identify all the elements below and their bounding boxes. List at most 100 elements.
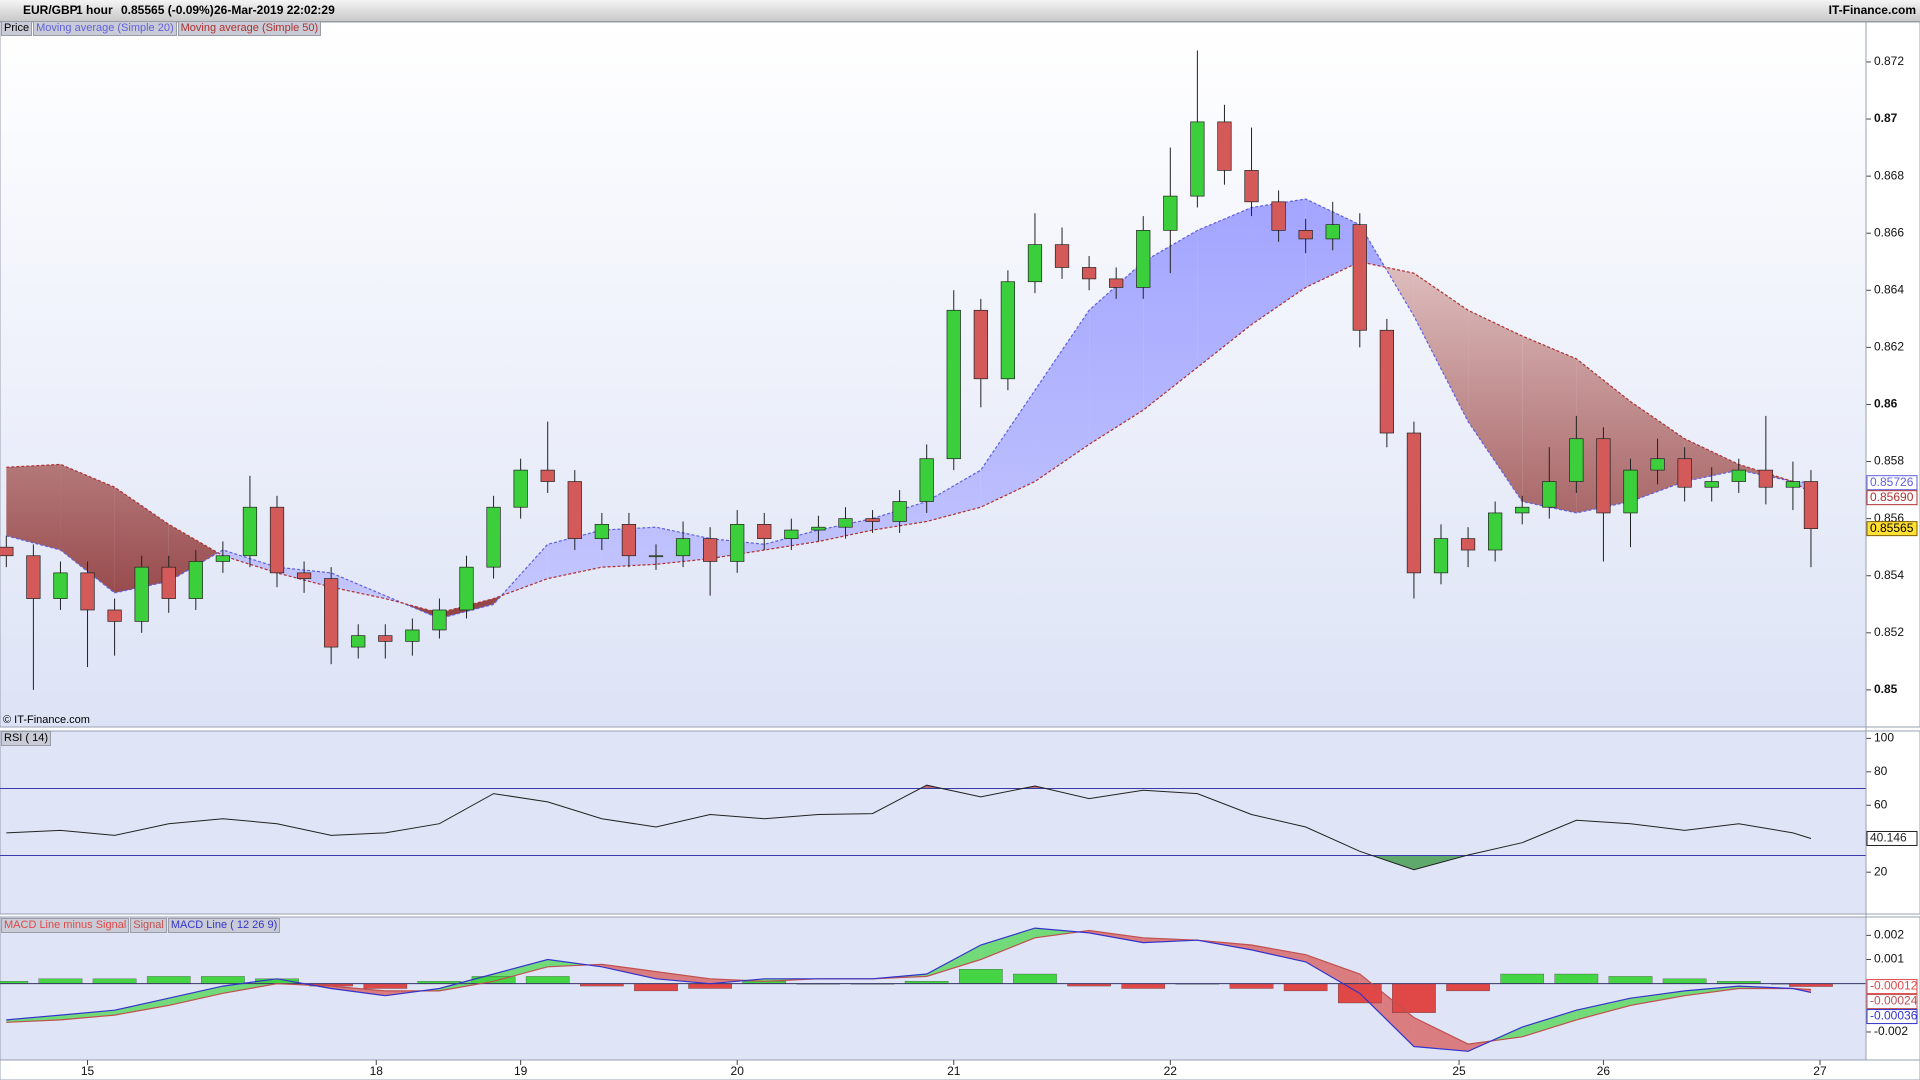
candle-body (1542, 481, 1557, 508)
y-tick-label: 0.858 (1874, 454, 1904, 468)
candle-body (0, 546, 14, 557)
x-tick-label: 25 (1452, 1064, 1466, 1078)
x-tick-label: 27 (1813, 1064, 1827, 1078)
value-box (1866, 490, 1918, 506)
band-fill (926, 470, 981, 522)
legend-entry[interactable]: MACD Line ( 12 26 9) (167, 918, 281, 933)
band-fill (1522, 335, 1577, 513)
candle-body (1406, 432, 1422, 574)
candle-body (1433, 538, 1449, 574)
candle-body (134, 566, 149, 622)
histogram-bar (1554, 973, 1599, 984)
histogram-bar (1662, 978, 1707, 984)
band-fill (1251, 198, 1306, 325)
candle-body (1054, 244, 1070, 268)
band-fill (114, 487, 169, 593)
candle-body (486, 506, 501, 568)
x-tick-label: 21 (947, 1064, 961, 1078)
histogram-bar (1446, 983, 1490, 992)
band-fill (493, 959, 548, 982)
rsi-legend: RSI ( 14) (1, 731, 52, 746)
candle-body (567, 481, 582, 539)
symbol: EUR/GBP (23, 3, 78, 17)
histogram-bar (634, 983, 678, 992)
histogram-bar (1392, 983, 1436, 1013)
y-tick-label: -0.002 (1874, 1024, 1908, 1038)
band-fill (331, 572, 386, 599)
histogram-bar (1500, 973, 1545, 984)
candle-body (919, 458, 934, 502)
value-label: 0.85690 (1870, 490, 1914, 504)
pane-background (0, 916, 1867, 1061)
site: IT-Finance.com (1828, 3, 1916, 17)
band-fill (1468, 310, 1523, 502)
value-label: 0.85726 (1870, 475, 1914, 489)
candle-body (1163, 195, 1178, 231)
band-fill (1684, 438, 1739, 482)
x-tick-label: 15 (81, 1064, 95, 1078)
band-fill (547, 530, 602, 579)
band-fill (1143, 230, 1198, 411)
macd-legend: MACD Line minus Signal Signal MACD Line … (1, 918, 281, 933)
y-tick-label: 0.002 (1874, 928, 1904, 942)
candle-body (1000, 281, 1016, 380)
x-tick-label: 19 (514, 1064, 528, 1078)
macd-line (6, 927, 1812, 1052)
candle-body (161, 566, 176, 599)
legend-entry[interactable]: MACD Line minus Signal (1, 918, 130, 933)
pane-background (0, 730, 1867, 915)
candle-body (188, 561, 203, 599)
candle-body (459, 566, 474, 611)
candle-body (1731, 469, 1746, 482)
candle-body (838, 518, 853, 528)
y-tick-label: 0.866 (1874, 225, 1904, 239)
band-fill (1413, 1017, 1469, 1052)
candle-body (1244, 170, 1259, 203)
candle-body (1190, 121, 1205, 197)
legend-entry[interactable]: Moving average (Simple 20) (33, 21, 177, 36)
value-label: 40.146 (1870, 831, 1907, 845)
band-fill (1034, 928, 1079, 938)
candle-body (432, 609, 447, 631)
value-label: 0.85565 (1870, 521, 1914, 535)
candle-body (946, 309, 961, 460)
y-tick-label: 0.854 (1874, 568, 1904, 582)
candle-body (1704, 481, 1719, 488)
legend-entry[interactable]: Signal (130, 918, 167, 933)
y-tick-label: 0.868 (1874, 168, 1904, 182)
y-tick-label: 100 (1874, 731, 1894, 745)
title-bar: EUR/GBP 1 hour 0.85565 (-0.09%) 26-Mar-2… (0, 0, 1920, 22)
axis-background (1865, 21, 1920, 728)
y-tick-label: 0.001 (1874, 952, 1904, 966)
candle-body (1271, 201, 1286, 231)
y-tick-label: 0.852 (1874, 625, 1904, 639)
legend-entry[interactable]: Moving average (Simple 50) (177, 21, 322, 36)
price-legend: Price Moving average (Simple 20) Moving … (1, 21, 322, 36)
band-fill (655, 971, 711, 984)
candle-body (1515, 506, 1530, 514)
candle-body (1803, 481, 1819, 529)
candle-body (513, 469, 528, 508)
histogram-bar (363, 983, 408, 989)
candle-body (1596, 438, 1611, 514)
moving-average (6, 261, 1812, 614)
histogram-bar (201, 976, 245, 984)
band-fill (1384, 267, 1414, 316)
axis-background (1865, 730, 1920, 915)
candle-body (865, 518, 880, 522)
x-tick-label: 22 (1164, 1064, 1178, 1078)
legend-entry[interactable]: RSI ( 14) (1, 731, 52, 746)
band-fill (60, 464, 115, 593)
candle-body (296, 572, 312, 579)
candle-body (242, 506, 258, 557)
candle-body (730, 523, 745, 562)
candle-body (1379, 329, 1394, 434)
legend-entry[interactable]: Price (1, 21, 33, 36)
candle-body (973, 309, 988, 380)
candle-body (80, 572, 95, 611)
band-fill (980, 390, 1035, 508)
band-fill (1089, 261, 1144, 445)
candle-body (269, 506, 285, 574)
candle-body (1027, 244, 1043, 283)
